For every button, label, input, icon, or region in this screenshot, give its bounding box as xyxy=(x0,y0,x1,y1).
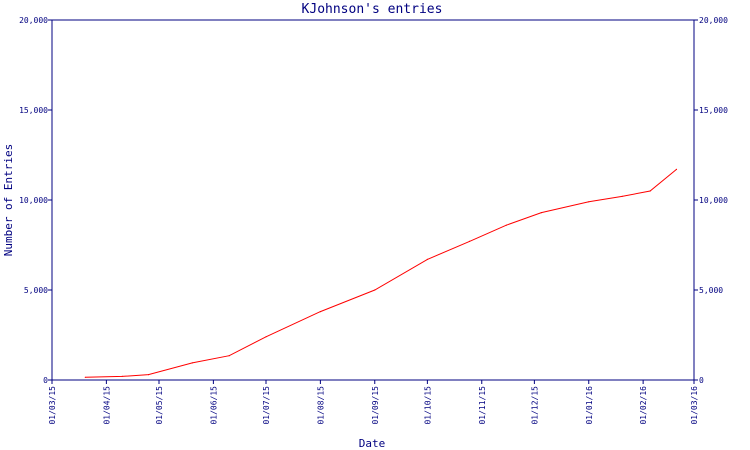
x-axis: 01/03/15 01/04/15 01/05/15 01/06/15 01/07/15… xyxy=(48,380,699,425)
data-point xyxy=(265,336,267,338)
data-point xyxy=(191,362,193,364)
x-tick-label: 01/08/15 xyxy=(316,386,325,425)
x-tick-label: 01/04/15 xyxy=(102,386,111,425)
data-point xyxy=(540,212,542,214)
y-tick-label-right: 15,000 xyxy=(699,106,728,115)
x-tick-label: 01/07/15 xyxy=(262,386,271,425)
y-tick-label-right: 5,000 xyxy=(699,286,723,295)
x-tick-label: 01/03/16 xyxy=(690,386,699,425)
x-axis-label: Date xyxy=(359,437,386,450)
data-point xyxy=(374,289,376,291)
y-tick-label-left: 0 xyxy=(43,376,48,385)
y-axis-left: 0 5,000 10,000 15,000 20,000 xyxy=(19,16,52,385)
y-tick-label-right: 0 xyxy=(699,376,704,385)
data-point xyxy=(649,190,651,192)
chart-title: KJohnson's entries xyxy=(302,2,443,17)
x-tick-label: 01/11/15 xyxy=(478,386,487,425)
y-axis-label: Number of Entries xyxy=(2,144,15,257)
data-point xyxy=(147,374,150,376)
x-tick-label: 01/05/15 xyxy=(155,386,164,425)
data-point xyxy=(319,311,321,313)
y-tick-label-left: 10,000 xyxy=(19,196,48,205)
data-point xyxy=(621,195,623,197)
data-point xyxy=(228,355,230,357)
series-line xyxy=(85,169,677,378)
x-tick-label: 01/02/16 xyxy=(639,386,648,425)
data-point xyxy=(468,240,471,242)
data-point xyxy=(426,258,428,260)
y-tick-label-left: 20,000 xyxy=(19,16,48,25)
data-point xyxy=(505,224,507,226)
data-point xyxy=(588,201,590,203)
x-tick-label: 01/03/15 xyxy=(48,386,57,425)
x-tick-label: 01/01/16 xyxy=(585,386,594,425)
data-point xyxy=(675,168,678,170)
x-tick-label: 01/09/15 xyxy=(371,386,380,425)
y-tick-label-right: 20,000 xyxy=(699,16,728,25)
x-tick-label: 01/12/15 xyxy=(530,386,539,425)
data-point xyxy=(84,376,86,378)
x-tick-label: 01/10/15 xyxy=(423,386,432,425)
y-tick-label-right: 10,000 xyxy=(699,196,728,205)
data-point xyxy=(121,375,123,377)
y-tick-label-left: 15,000 xyxy=(19,106,48,115)
y-axis-right: 0 5,000 10,000 15,000 20,000 xyxy=(694,16,728,385)
y-tick-label-left: 5,000 xyxy=(24,286,48,295)
x-tick-label: 01/06/15 xyxy=(209,386,218,425)
